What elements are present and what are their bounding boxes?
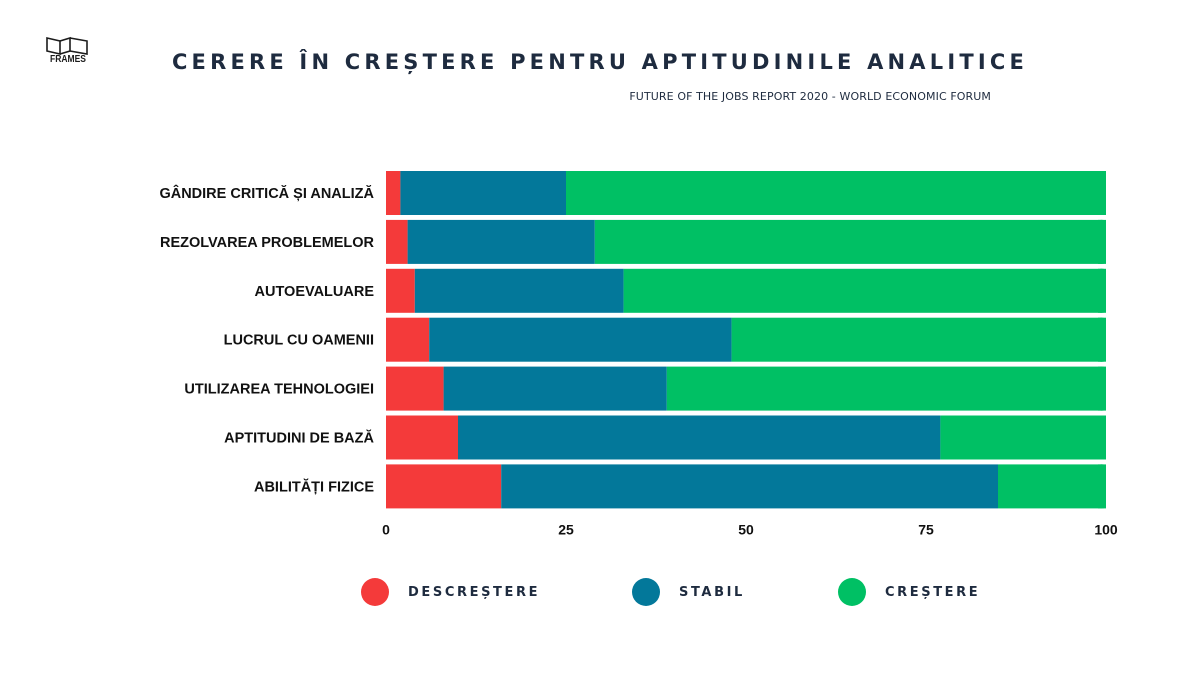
- legend-swatch: [361, 578, 389, 606]
- bar-segment-creștere: [623, 268, 1106, 313]
- chart-title: CERERE ÎN CREȘTERE PENTRU APTITUDINILE A…: [171, 50, 1029, 74]
- bar-segment-descreștere: [386, 317, 430, 362]
- bar-segment-stabil: [414, 268, 624, 313]
- category-label: LUCRUL CU OAMENII: [224, 333, 374, 349]
- x-tick-label: 0: [382, 521, 390, 537]
- x-tick-label: 50: [738, 521, 754, 537]
- bar-end-cap-fill: [1098, 268, 1102, 313]
- bar-segment-stabil: [429, 317, 732, 362]
- bar-segment-descreștere: [386, 464, 502, 509]
- bar-segment-stabil: [501, 464, 998, 509]
- category-label: AUTOEVALUARE: [255, 284, 375, 300]
- bar-segment-stabil: [400, 171, 566, 215]
- bar-segment-descreștere: [386, 219, 408, 264]
- x-tick-label: 100: [1094, 521, 1118, 537]
- bar-segment-descreștere: [386, 366, 444, 411]
- bar-segment-creștere: [731, 317, 1106, 362]
- logo-text: FRAMES: [50, 54, 86, 65]
- x-tick-label: 25: [558, 521, 574, 537]
- bar-segment-stabil: [443, 366, 667, 411]
- legend-swatch: [838, 578, 866, 606]
- category-label: REZOLVAREA PROBLEMELOR: [160, 235, 375, 251]
- category-label: UTILIZAREA TEHNOLOGIEI: [184, 382, 374, 398]
- bar-end-cap-fill: [1098, 464, 1102, 509]
- chart-subtitle: FUTURE OF THE JOBS REPORT 2020 - WORLD E…: [629, 90, 991, 103]
- bar-end-cap-fill: [1098, 171, 1102, 215]
- category-label: GÂNDIRE CRITICĂ ȘI ANALIZĂ: [159, 184, 374, 202]
- bar-segment-stabil: [407, 219, 595, 264]
- x-tick-label: 75: [918, 521, 934, 537]
- bar-end-cap-fill: [1098, 219, 1102, 264]
- bar-end-cap-fill: [1098, 317, 1102, 362]
- bar-segment-creștere: [940, 415, 1106, 460]
- bar-segment-creștere: [594, 219, 1106, 264]
- legend-swatch: [632, 578, 660, 606]
- legend-label: DESCREȘTERE: [408, 585, 541, 600]
- bar-segment-stabil: [458, 415, 941, 460]
- category-label: ABILITĂȚI FIZICE: [254, 478, 374, 495]
- bar-end-cap-fill: [1098, 366, 1102, 411]
- frames-logo: FRAMES: [42, 35, 94, 67]
- bar-segment-creștere: [666, 366, 1106, 411]
- bar-segment-creștere: [998, 464, 1106, 509]
- bar-segment-descreștere: [386, 171, 401, 215]
- bar-segment-descreștere: [386, 415, 458, 460]
- frames-logo-icon: [46, 36, 88, 56]
- legend-label: CREȘTERE: [885, 585, 981, 600]
- bar-segment-creștere: [566, 171, 1106, 215]
- legend-label: STABIL: [679, 585, 745, 600]
- bar-end-cap-fill: [1098, 415, 1102, 460]
- bar-segment-descreștere: [386, 268, 415, 313]
- category-label: APTITUDINI DE BAZĂ: [224, 430, 374, 447]
